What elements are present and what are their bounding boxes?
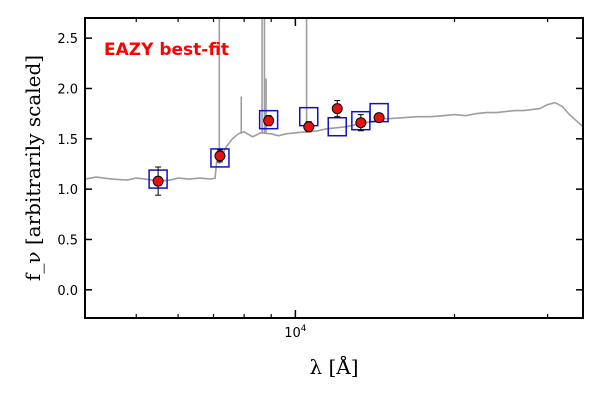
x-axis-label: λ [Å] [309, 354, 358, 379]
plot-frame [84, 17, 584, 319]
y-tick-label: 2.5 [57, 32, 78, 47]
y-tick-label: 0.0 [57, 284, 78, 299]
observed-point [331, 103, 343, 115]
observed-point [355, 117, 367, 129]
y-tick-label: 2.0 [57, 82, 78, 97]
y-tick-label: 1.0 [57, 183, 78, 198]
observed-point [152, 175, 164, 187]
axes: 0.0 0.5 1.0 1.5 2.0 2.5 104 [57, 17, 584, 341]
chart-annotation: EAZY best-fit [104, 40, 229, 60]
observed-point [303, 121, 315, 133]
y-tick-label: 1.5 [57, 133, 78, 148]
model-point [327, 116, 347, 137]
observed-photometry-series [152, 100, 385, 196]
emission-lines [218, 18, 308, 164]
model-point [210, 148, 230, 168]
observed-point [373, 112, 385, 124]
y-axis-label: f_ν [arbitrarily scaled] [21, 55, 45, 281]
y-tick-label: 0.5 [57, 233, 78, 248]
observed-point [214, 150, 226, 162]
model-photometry-series [148, 102, 389, 189]
x-tick-label: 104 [284, 324, 307, 341]
model-point [258, 109, 279, 130]
observed-point [263, 115, 275, 127]
